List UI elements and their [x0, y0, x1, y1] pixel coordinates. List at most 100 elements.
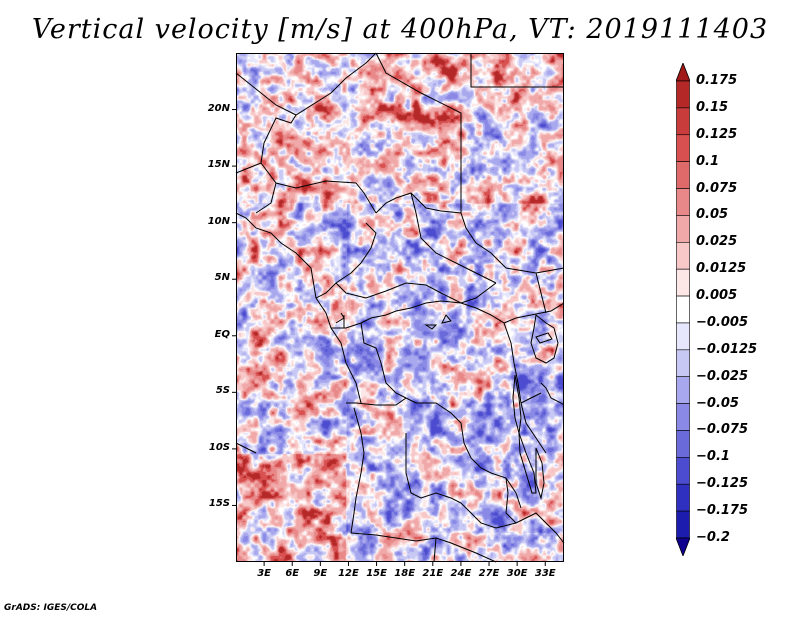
lat-label: 10S	[208, 441, 230, 453]
lon-label: 12E	[338, 568, 359, 579]
colorbar-label: 0.0125	[696, 261, 747, 277]
lat-label: 15S	[208, 498, 230, 510]
colorbar-segment	[676, 188, 690, 216]
colorbar-label: −0.005	[696, 314, 749, 330]
colorbar-label: 0.05	[696, 207, 729, 223]
border-line	[505, 477, 565, 544]
colorbar-segment	[676, 161, 690, 189]
colorbar-segment	[676, 80, 690, 109]
colorbar-segment	[676, 215, 690, 243]
border-line	[410, 192, 497, 284]
border-line	[385, 300, 462, 316]
border-line	[235, 442, 257, 454]
border-line	[235, 52, 377, 116]
border-line	[315, 297, 362, 404]
border-line	[433, 537, 437, 563]
lake-outline	[530, 314, 559, 364]
border-line	[460, 302, 547, 454]
border-line	[375, 192, 462, 214]
colorbar-label: −0.125	[696, 476, 749, 492]
lat-label: 5S	[215, 385, 230, 397]
colorbar-segment	[676, 457, 690, 485]
colorbar-label: 0.1	[696, 153, 720, 169]
border-line	[255, 182, 277, 214]
border-line	[350, 532, 497, 563]
colorbar-bottom-arrow	[676, 537, 690, 556]
lon-label: 24E	[450, 568, 472, 579]
colorbar-label: 0.125	[696, 126, 738, 142]
border-line	[346, 397, 407, 406]
colorbar-label: −0.0125	[696, 341, 758, 357]
colorbar-segment	[676, 134, 690, 162]
map-title: Vertical velocity [m/s] at 400hPa, VT: 2…	[31, 14, 769, 45]
colorbar-label: −0.075	[696, 422, 749, 438]
colorbar-segment	[676, 268, 690, 297]
colorbar-segment	[676, 403, 690, 431]
border-line	[350, 407, 365, 534]
lon-label: 18E	[394, 568, 416, 579]
colorbar-segment	[676, 510, 690, 539]
country-borders	[235, 52, 565, 563]
colorbar-top-arrow	[676, 63, 690, 82]
colorbar-segment	[676, 241, 690, 270]
lat-label: 5N	[214, 272, 230, 284]
colorbar-label: −0.05	[696, 395, 739, 411]
colorbar-label: −0.175	[696, 503, 749, 519]
lake-outline	[441, 314, 452, 324]
lake-outline	[535, 447, 545, 500]
map-frame	[236, 53, 564, 562]
colorbar-label: 0.175	[696, 73, 738, 88]
border-line	[235, 212, 317, 299]
lon-label: 15E	[366, 568, 387, 579]
lon-label: 3E	[257, 568, 271, 579]
colorbar-label: 0.005	[696, 288, 738, 304]
map-overlay	[232, 52, 565, 566]
colorbar-segment	[676, 430, 690, 458]
axis-ticks	[232, 109, 546, 566]
colorbar-segment	[676, 322, 690, 351]
lake-outline	[512, 374, 522, 434]
colorbar-segment	[676, 349, 690, 378]
border-line	[375, 52, 462, 213]
grads-credit: GrADS: IGES/COLA	[4, 603, 98, 613]
colorbar-segment	[676, 107, 690, 136]
lon-label: 27E	[478, 568, 500, 579]
lat-label: 20N	[207, 102, 230, 114]
border-line	[260, 162, 377, 214]
border-line	[335, 282, 497, 304]
border-line	[470, 53, 564, 88]
colorbar-segment	[676, 295, 690, 324]
border-line	[535, 272, 547, 314]
colorbar-label: 0.15	[696, 99, 729, 115]
map-panel	[232, 52, 565, 566]
colorbar-label: −0.2	[696, 530, 730, 545]
lon-label: 9E	[313, 568, 328, 579]
lon-label: 30E	[506, 568, 528, 579]
border-line	[405, 433, 517, 529]
lon-label: 33E	[534, 568, 556, 579]
lake-outline	[518, 432, 537, 494]
border-line	[315, 222, 377, 299]
colorbar-label: −0.1	[696, 449, 730, 465]
lat-label: 10N	[207, 215, 230, 227]
colorbar-label: 0.075	[696, 180, 738, 196]
border-line	[360, 322, 407, 399]
lake-outline	[424, 324, 438, 330]
border-line	[520, 392, 542, 404]
border-line	[235, 114, 297, 174]
colorbar-segment	[676, 376, 690, 404]
border-line	[540, 382, 565, 406]
colorbar-label: −0.025	[696, 368, 749, 384]
colorbar-segment	[676, 483, 690, 512]
border-line	[460, 212, 565, 274]
border-line	[405, 397, 522, 509]
colorbar-label: 0.025	[696, 234, 738, 250]
lat-label: 15N	[207, 159, 230, 171]
lake-outline	[535, 332, 553, 344]
lat-label: EQ	[214, 328, 230, 340]
border-line	[503, 302, 565, 324]
colorbar	[676, 63, 690, 556]
vertical-velocity-field	[236, 53, 564, 562]
border-line	[335, 312, 345, 324]
lon-label: 21E	[422, 568, 444, 579]
